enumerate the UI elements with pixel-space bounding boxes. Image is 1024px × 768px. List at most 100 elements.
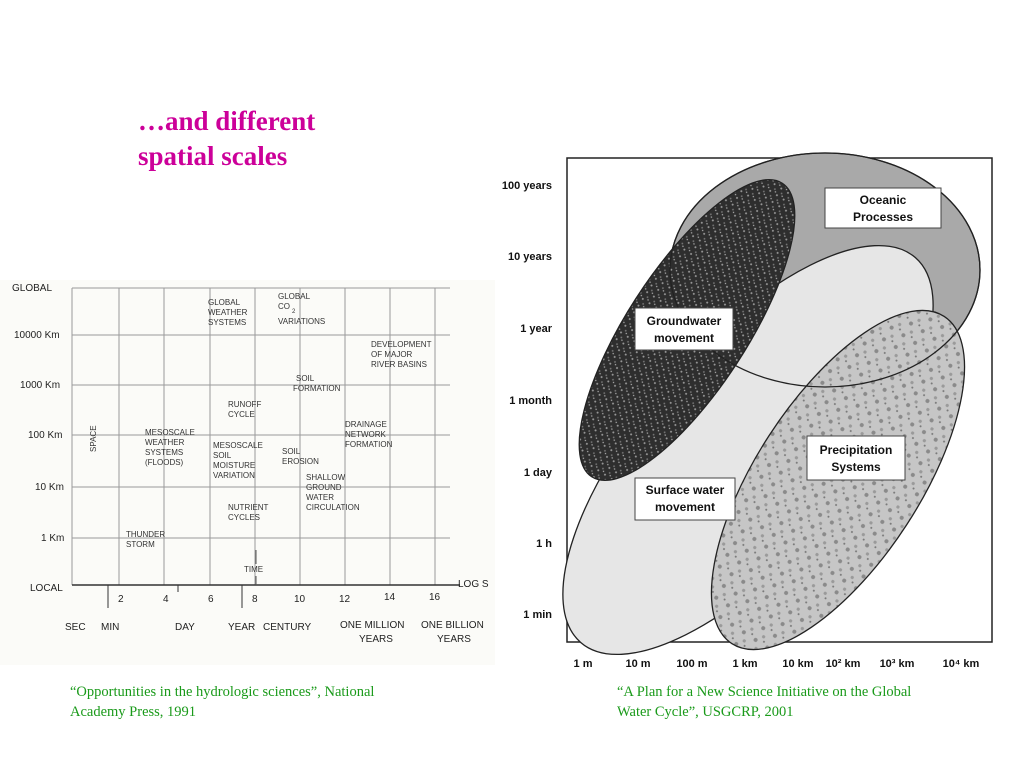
time-million-years: YEARS bbox=[359, 634, 393, 645]
slide-title: …and different spatial scales bbox=[138, 104, 438, 174]
time-label: TIME bbox=[244, 565, 263, 574]
svg-text:THUNDER: THUNDER bbox=[126, 530, 165, 539]
y-label-global: GLOBAL bbox=[12, 283, 52, 294]
svg-text:MESOSCALE: MESOSCALE bbox=[213, 441, 263, 450]
svg-text:STORM: STORM bbox=[126, 540, 155, 549]
svg-text:MOISTURE: MOISTURE bbox=[213, 461, 255, 470]
x-label-10000km: 10⁴ km bbox=[943, 658, 980, 670]
x-label-10m: 10 m bbox=[625, 658, 650, 670]
y-label-1-day: 1 day bbox=[524, 467, 553, 479]
process-groundwater-circulation: SHALLOW GROUND WATER CIRCULATION bbox=[306, 473, 360, 512]
left-caption: “Opportunities in the hydrologic science… bbox=[70, 682, 440, 722]
y-label-1-h: 1 h bbox=[536, 538, 552, 550]
y-label-1-month: 1 month bbox=[509, 395, 552, 407]
x-label-100m: 100 m bbox=[676, 658, 707, 670]
process-soil-erosion: SOIL EROSION bbox=[282, 447, 319, 466]
x-num-2: 2 bbox=[118, 594, 124, 605]
svg-text:Systems: Systems bbox=[831, 460, 881, 474]
x-num-14: 14 bbox=[384, 592, 396, 603]
svg-text:VARIATION: VARIATION bbox=[213, 471, 255, 480]
x-label-1000km: 10³ km bbox=[880, 658, 915, 670]
precipitation-label-box: Precipitation Systems bbox=[806, 435, 906, 481]
x-label-1m: 1 m bbox=[574, 658, 593, 670]
svg-text:MESOSCALE: MESOSCALE bbox=[145, 428, 195, 437]
svg-text:DEVELOPMENT: DEVELOPMENT bbox=[371, 340, 432, 349]
surface-water-label-box: Surface water movement bbox=[634, 477, 736, 521]
time-billion: ONE BILLION bbox=[421, 620, 484, 631]
svg-text:WATER: WATER bbox=[306, 493, 334, 502]
y-label-10000km: 10000 Km bbox=[14, 330, 60, 341]
svg-text:FORMATION: FORMATION bbox=[293, 384, 341, 393]
svg-text:SYSTEMS: SYSTEMS bbox=[208, 318, 246, 327]
process-nutrient: NUTRIENT CYCLES bbox=[228, 503, 269, 522]
svg-text:Surface water: Surface water bbox=[646, 483, 725, 497]
y-label-local: LOCAL bbox=[30, 583, 63, 594]
svg-text:CIRCULATION: CIRCULATION bbox=[306, 503, 360, 512]
time-day: DAY bbox=[175, 622, 195, 633]
svg-text:Processes: Processes bbox=[853, 210, 913, 224]
svg-text:GROUND: GROUND bbox=[306, 483, 342, 492]
svg-text:movement: movement bbox=[654, 331, 714, 345]
process-soil-formation: SOIL FORMATION bbox=[293, 374, 341, 393]
space-label: SPACE bbox=[89, 425, 98, 452]
svg-text:NUTRIENT: NUTRIENT bbox=[228, 503, 269, 512]
svg-text:WEATHER: WEATHER bbox=[145, 438, 185, 447]
process-thunderstorm: THUNDER STORM bbox=[126, 530, 165, 549]
chart-grid bbox=[71, 287, 450, 585]
svg-text:VARIATIONS: VARIATIONS bbox=[278, 317, 325, 326]
svg-text:SOIL: SOIL bbox=[296, 374, 315, 383]
svg-text:OF MAJOR: OF MAJOR bbox=[371, 350, 413, 359]
svg-text:movement: movement bbox=[655, 500, 715, 514]
groundwater-label-box: Groundwater movement bbox=[634, 307, 734, 351]
time-year: YEAR bbox=[228, 622, 255, 633]
svg-text:GLOBAL: GLOBAL bbox=[208, 298, 241, 307]
oceanic-label-box: Oceanic Processes bbox=[824, 187, 942, 229]
svg-text:CYCLE: CYCLE bbox=[228, 410, 255, 419]
process-river-basins: DEVELOPMENT OF MAJOR RIVER BASINS bbox=[371, 340, 432, 369]
svg-text:Groundwater: Groundwater bbox=[647, 314, 722, 328]
y-label-1-min: 1 min bbox=[523, 609, 552, 621]
title-line-2: spatial scales bbox=[138, 141, 288, 171]
water-cycle-scale-figure: Oceanic Processes Groundwater movement P… bbox=[502, 152, 993, 670]
process-runoff: RUNOFF CYCLE bbox=[228, 400, 261, 419]
svg-text:CYCLES: CYCLES bbox=[228, 513, 260, 522]
y-label-100-years: 100 years bbox=[502, 180, 552, 192]
right-caption-line-1: “A Plan for a New Science Initiative on … bbox=[617, 684, 912, 700]
x-num-6: 6 bbox=[208, 594, 214, 605]
svg-text:SOIL: SOIL bbox=[213, 451, 232, 460]
x-num-16: 16 bbox=[429, 592, 441, 603]
time-century: CENTURY bbox=[263, 622, 311, 633]
time-billion-years: YEARS bbox=[437, 634, 471, 645]
svg-text:Oceanic: Oceanic bbox=[860, 193, 907, 207]
x-label-1km: 1 km bbox=[732, 658, 757, 670]
process-mesoscale-weather: MESOSCALE WEATHER SYSTEMS (FLOODS) bbox=[145, 428, 195, 467]
process-drainage: DRAINAGE NETWORK FORMATION bbox=[345, 420, 393, 449]
y-label-10-years: 10 years bbox=[508, 251, 552, 263]
time-sec: SEC bbox=[65, 622, 86, 633]
svg-text:DRAINAGE: DRAINAGE bbox=[345, 420, 387, 429]
svg-text:GLOBAL: GLOBAL bbox=[278, 292, 311, 301]
x-num-8: 8 bbox=[252, 594, 258, 605]
svg-text:CO: CO bbox=[278, 302, 290, 311]
title-line-1: …and different bbox=[138, 106, 316, 136]
x-label-10km: 10 km bbox=[782, 658, 813, 670]
svg-text:SYSTEMS: SYSTEMS bbox=[145, 448, 183, 457]
x-num-12: 12 bbox=[339, 594, 351, 605]
svg-text:(FLOODS): (FLOODS) bbox=[145, 458, 184, 467]
svg-text:NETWORK: NETWORK bbox=[345, 430, 387, 439]
x-label-100km: 10² km bbox=[826, 658, 861, 670]
x-num-10: 10 bbox=[294, 594, 306, 605]
svg-text:2: 2 bbox=[292, 309, 296, 315]
time-min: MIN bbox=[101, 622, 119, 633]
x-num-4: 4 bbox=[163, 594, 169, 605]
svg-text:SOIL: SOIL bbox=[282, 447, 301, 456]
svg-text:FORMATION: FORMATION bbox=[345, 440, 393, 449]
oceanic-outline bbox=[669, 152, 981, 388]
y-label-1km: 1 Km bbox=[41, 533, 64, 544]
right-caption: “A Plan for a New Science Initiative on … bbox=[617, 682, 977, 722]
x-axis-title: LOG S bbox=[458, 579, 489, 590]
svg-text:RUNOFF: RUNOFF bbox=[228, 400, 261, 409]
left-caption-line-1: “Opportunities in the hydrologic science… bbox=[70, 684, 375, 700]
svg-text:EROSION: EROSION bbox=[282, 457, 319, 466]
right-caption-line-2: Water Cycle”, USGCRP, 2001 bbox=[617, 704, 794, 720]
